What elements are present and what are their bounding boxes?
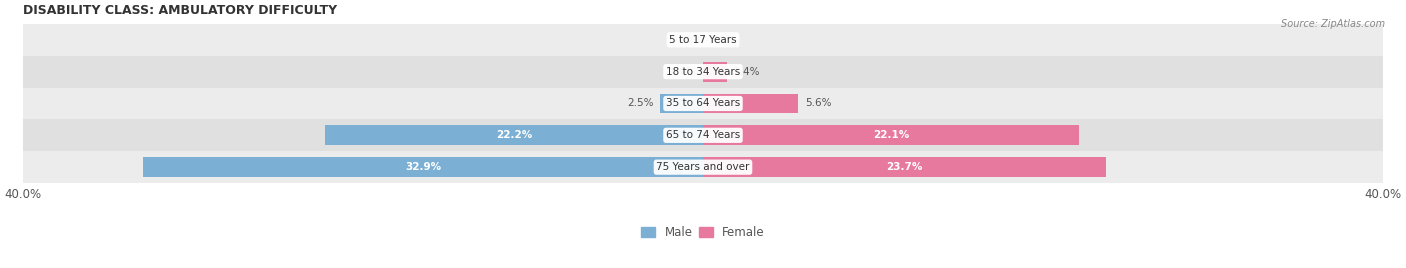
Text: 1.4%: 1.4%	[734, 67, 761, 77]
Bar	[661, 94, 703, 113]
Text: 5 to 17 Years: 5 to 17 Years	[669, 35, 737, 45]
Text: 0.0%: 0.0%	[669, 35, 696, 45]
Bar	[325, 125, 703, 145]
Bar	[703, 157, 1107, 177]
Text: 35 to 64 Years: 35 to 64 Years	[666, 98, 740, 109]
Text: 32.9%: 32.9%	[405, 162, 441, 172]
Text: 18 to 34 Years: 18 to 34 Years	[666, 67, 740, 77]
Text: 23.7%: 23.7%	[886, 162, 922, 172]
Text: 0.0%: 0.0%	[669, 67, 696, 77]
Text: 22.2%: 22.2%	[496, 130, 533, 140]
Text: Source: ZipAtlas.com: Source: ZipAtlas.com	[1281, 19, 1385, 29]
Bar	[703, 94, 799, 113]
Bar	[143, 157, 703, 177]
Bar	[22, 88, 1384, 120]
Text: 22.1%: 22.1%	[873, 130, 910, 140]
Bar	[22, 151, 1384, 183]
Bar	[703, 125, 1078, 145]
Text: 75 Years and over: 75 Years and over	[657, 162, 749, 172]
Bar	[703, 62, 727, 81]
Text: DISABILITY CLASS: AMBULATORY DIFFICULTY: DISABILITY CLASS: AMBULATORY DIFFICULTY	[22, 4, 337, 17]
Bar	[22, 24, 1384, 56]
Text: 0.0%: 0.0%	[710, 35, 737, 45]
Text: 2.5%: 2.5%	[627, 98, 654, 109]
Text: 65 to 74 Years: 65 to 74 Years	[666, 130, 740, 140]
Bar	[22, 120, 1384, 151]
Text: 5.6%: 5.6%	[806, 98, 831, 109]
Legend: Male, Female: Male, Female	[637, 222, 769, 244]
Bar	[22, 56, 1384, 88]
